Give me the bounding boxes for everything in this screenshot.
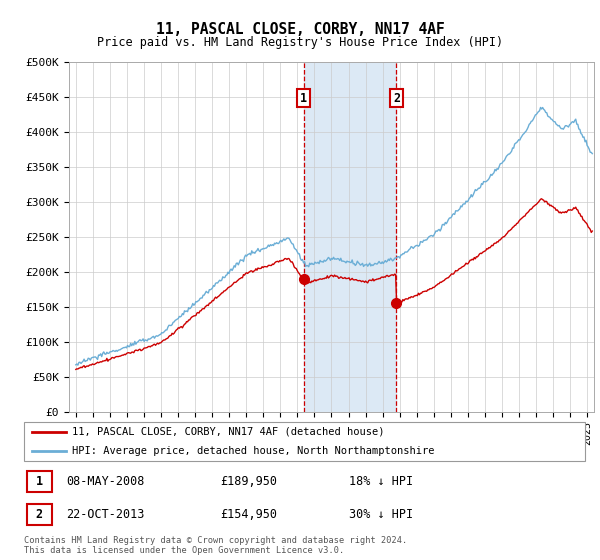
Bar: [304, 62, 397, 412]
FancyBboxPatch shape: [27, 472, 52, 492]
Text: 18% ↓ HPI: 18% ↓ HPI: [349, 475, 413, 488]
Text: Price paid vs. HM Land Registry's House Price Index (HPI): Price paid vs. HM Land Registry's House …: [97, 36, 503, 49]
Text: 2: 2: [36, 508, 43, 521]
Text: £189,950: £189,950: [220, 475, 277, 488]
Text: HPI: Average price, detached house, North Northamptonshire: HPI: Average price, detached house, Nort…: [71, 446, 434, 456]
Text: 11, PASCAL CLOSE, CORBY, NN17 4AF (detached house): 11, PASCAL CLOSE, CORBY, NN17 4AF (detac…: [71, 427, 384, 437]
Text: 22-OCT-2013: 22-OCT-2013: [66, 508, 145, 521]
Text: 11, PASCAL CLOSE, CORBY, NN17 4AF: 11, PASCAL CLOSE, CORBY, NN17 4AF: [155, 22, 445, 38]
Text: 08-MAY-2008: 08-MAY-2008: [66, 475, 145, 488]
Text: £154,950: £154,950: [220, 508, 277, 521]
FancyBboxPatch shape: [24, 422, 585, 461]
FancyBboxPatch shape: [27, 505, 52, 525]
Text: 30% ↓ HPI: 30% ↓ HPI: [349, 508, 413, 521]
Text: 2: 2: [393, 91, 400, 105]
Text: 1: 1: [36, 475, 43, 488]
Text: 1: 1: [300, 91, 307, 105]
Text: Contains HM Land Registry data © Crown copyright and database right 2024.
This d: Contains HM Land Registry data © Crown c…: [24, 536, 407, 556]
